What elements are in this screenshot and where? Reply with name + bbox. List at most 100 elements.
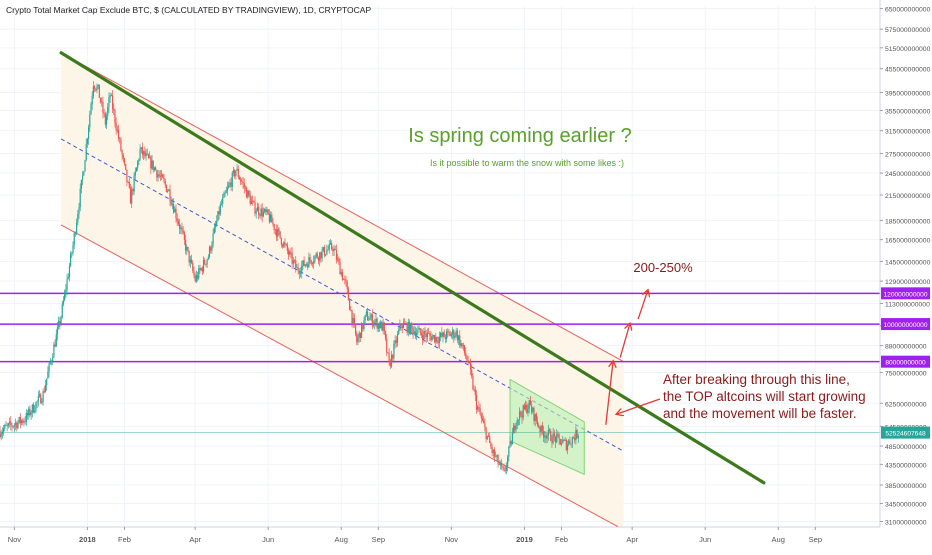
candle-body: [308, 257, 310, 268]
channel-upper-line[interactable]: [60, 52, 625, 363]
candle-body: [252, 200, 254, 202]
candle-body: [362, 323, 364, 329]
candle-body: [216, 220, 218, 226]
candle-body: [519, 411, 521, 420]
candle-body: [523, 405, 526, 409]
candle-body: [145, 153, 147, 157]
candle-body: [52, 357, 54, 361]
candle-body: [413, 331, 415, 334]
up-arrow[interactable]: [637, 291, 648, 320]
channel-lower-line[interactable]: [60, 224, 625, 531]
x-tick-label: Nov: [445, 535, 459, 544]
candle-body: [137, 161, 139, 168]
candle-body: [479, 408, 481, 415]
candle-body: [388, 353, 390, 362]
up-arrow[interactable]: [605, 362, 613, 425]
candle-body: [564, 439, 566, 441]
candle-body: [199, 268, 201, 270]
candle-body: [393, 344, 395, 359]
y-tick-label: 355000000000: [885, 109, 931, 116]
candle-body: [90, 104, 92, 115]
candle-body: [128, 182, 130, 188]
candle-body: [302, 260, 304, 266]
candle-body: [0, 431, 1, 438]
chart-symbol-title[interactable]: Crypto Total Market Cap Exclude BTC, $ (…: [6, 5, 371, 15]
candle-body: [484, 423, 486, 428]
candle-body: [431, 336, 433, 341]
candle-body: [333, 248, 335, 252]
y-tick-label: 650000000000: [885, 7, 931, 14]
candle-body: [242, 182, 244, 184]
candle-body: [310, 260, 312, 264]
x-tick-label: Aug: [335, 535, 348, 544]
candle-body: [256, 206, 259, 212]
candle-body: [96, 86, 98, 91]
candle-body: [487, 435, 490, 437]
last-price-badge: [881, 426, 930, 439]
note-line-3: and the movement will be faster.: [663, 406, 857, 421]
note-pointer-arrow[interactable]: [617, 398, 661, 414]
candle-body: [483, 420, 485, 424]
candle-body: [414, 331, 417, 337]
candle-body: [95, 88, 97, 91]
candle-body: [5, 425, 7, 426]
price-axis-panel[interactable]: [880, 0, 932, 550]
candle-body: [341, 271, 344, 280]
level-price-badge: [881, 318, 930, 331]
y-tick-label: 48500000000: [885, 444, 927, 451]
candle-body: [230, 182, 232, 187]
candle-body: [246, 187, 248, 198]
candle-body: [287, 250, 290, 255]
up-arrow[interactable]: [619, 324, 630, 358]
candle-body: [390, 354, 393, 367]
candle-body: [498, 464, 500, 465]
candle-body: [299, 272, 302, 274]
candle-body: [350, 309, 352, 311]
candle-body: [429, 333, 431, 336]
channel-midline[interactable]: [60, 138, 625, 452]
candle-body: [99, 98, 102, 103]
candle-body: [162, 174, 164, 179]
candle-body: [211, 244, 213, 251]
candle-body: [408, 321, 411, 334]
candle-body: [83, 171, 85, 176]
candle-body: [263, 209, 266, 212]
candle-body: [530, 405, 533, 412]
candle-body: [89, 114, 91, 128]
candle-body: [495, 456, 497, 458]
candle-body: [123, 158, 126, 164]
candle-body: [35, 402, 37, 411]
candle-body: [285, 244, 287, 245]
candle-body: [183, 232, 185, 240]
downtrend-line[interactable]: [59, 51, 766, 485]
level-price-badge: [881, 287, 930, 300]
candle-body: [528, 400, 530, 409]
candle-body: [277, 228, 279, 237]
candle-body: [509, 441, 511, 447]
candle-body: [116, 129, 118, 131]
candle-body: [439, 332, 442, 337]
candle-body: [370, 314, 372, 318]
candle-body: [571, 437, 573, 445]
candle-body: [164, 180, 166, 185]
candle-body: [158, 174, 160, 176]
candle-body: [177, 221, 179, 225]
candle-body: [229, 182, 231, 185]
candle-body: [8, 421, 11, 424]
candle-body: [24, 421, 26, 423]
candle-body: [485, 427, 487, 440]
candle-body: [147, 154, 150, 158]
time-axis-panel[interactable]: [0, 527, 932, 550]
candle-body: [301, 265, 303, 273]
candle-body: [210, 246, 212, 251]
candle-body: [344, 278, 346, 280]
y-tick-label: 88000000000: [885, 344, 927, 351]
candle-body: [570, 443, 572, 445]
candle-body: [374, 321, 376, 324]
candle-body: [461, 343, 463, 347]
candle-body: [175, 208, 177, 219]
candle-body: [422, 335, 424, 340]
candle-body: [113, 108, 115, 111]
candle-body: [372, 323, 375, 326]
